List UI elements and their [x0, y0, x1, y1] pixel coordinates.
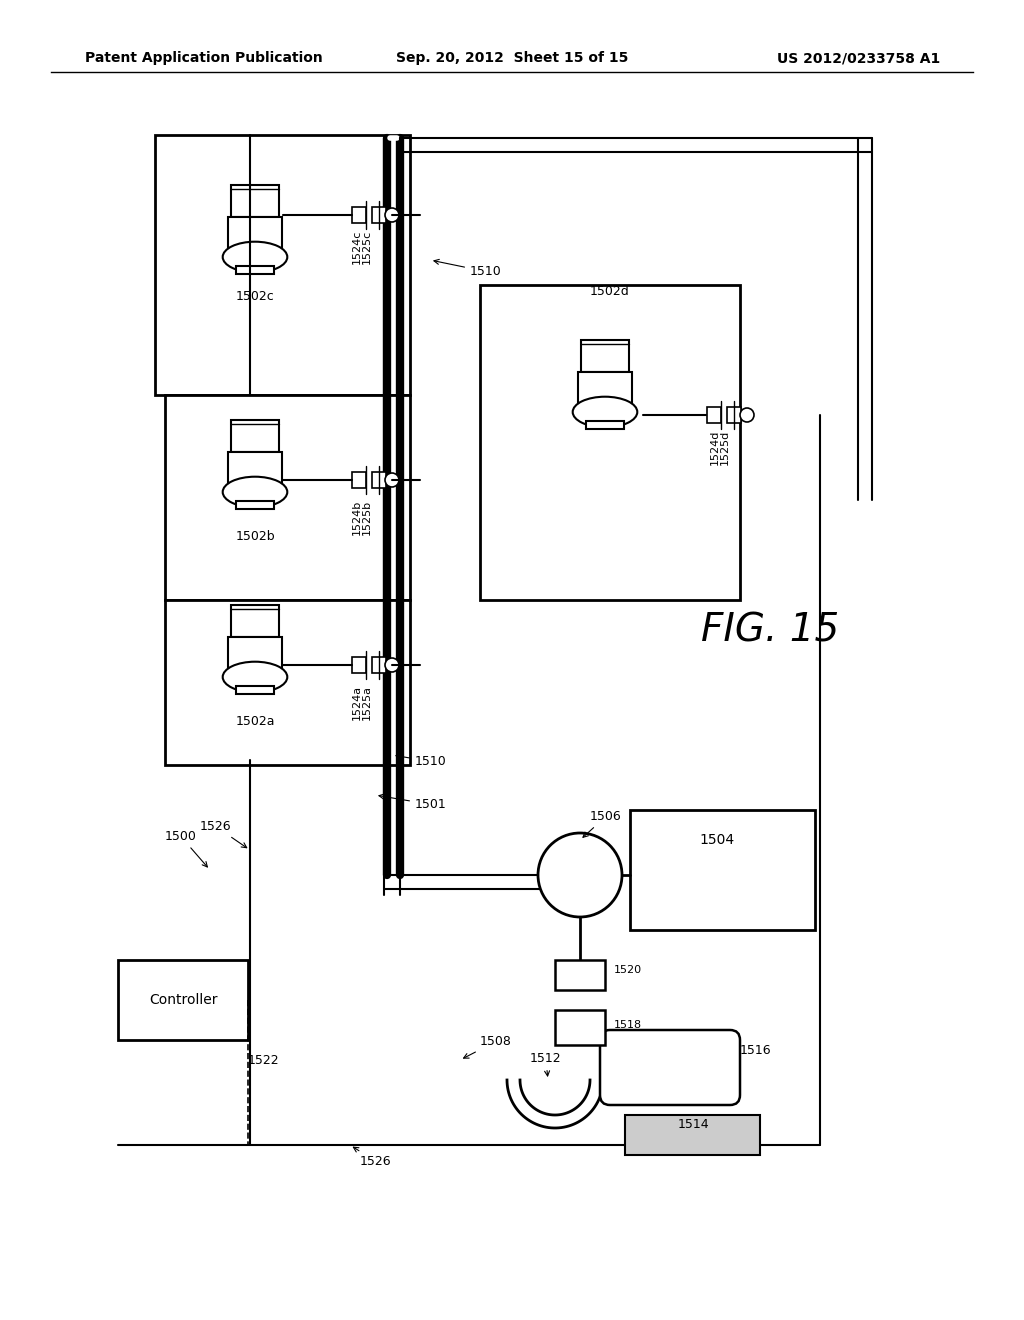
- Text: US 2012/0233758 A1: US 2012/0233758 A1: [777, 51, 940, 65]
- Text: 1501: 1501: [379, 795, 446, 810]
- Bar: [155, 135, 410, 395]
- Text: 1512: 1512: [530, 1052, 561, 1076]
- Text: 1508: 1508: [464, 1035, 512, 1059]
- Text: 1524b: 1524b: [352, 500, 362, 535]
- Ellipse shape: [572, 397, 637, 428]
- Bar: [372, 473, 386, 488]
- Circle shape: [740, 408, 754, 422]
- Bar: [555, 1010, 605, 1045]
- Text: FIG. 15: FIG. 15: [700, 611, 839, 649]
- Ellipse shape: [222, 477, 288, 507]
- Bar: [587, 421, 624, 429]
- Bar: [352, 657, 366, 673]
- Text: 1500: 1500: [165, 830, 208, 867]
- Circle shape: [538, 833, 622, 917]
- Text: 1502a: 1502a: [236, 715, 274, 729]
- Text: Controller: Controller: [148, 993, 217, 1007]
- Bar: [227, 451, 283, 486]
- Bar: [227, 216, 283, 251]
- Text: 1502d: 1502d: [590, 285, 630, 298]
- Bar: [372, 657, 386, 673]
- Bar: [165, 395, 410, 601]
- Text: 1524c: 1524c: [352, 230, 362, 264]
- Text: 1514: 1514: [677, 1118, 709, 1131]
- Text: 1504: 1504: [699, 833, 734, 847]
- Text: 1502b: 1502b: [236, 531, 274, 543]
- Bar: [237, 265, 273, 275]
- FancyBboxPatch shape: [600, 1030, 740, 1105]
- Bar: [582, 339, 629, 372]
- Text: 1525a: 1525a: [362, 685, 372, 719]
- Bar: [578, 372, 632, 407]
- Text: 1510: 1510: [396, 754, 446, 768]
- Ellipse shape: [222, 242, 288, 272]
- Bar: [118, 960, 248, 1040]
- Text: Sep. 20, 2012  Sheet 15 of 15: Sep. 20, 2012 Sheet 15 of 15: [396, 51, 628, 65]
- Text: 1518: 1518: [614, 1020, 642, 1030]
- Ellipse shape: [222, 661, 288, 692]
- Text: 1525d: 1525d: [720, 430, 730, 465]
- Bar: [227, 638, 283, 671]
- Bar: [231, 420, 279, 451]
- Bar: [237, 685, 273, 694]
- Text: 1506: 1506: [583, 810, 622, 837]
- Text: 1525c: 1525c: [362, 230, 372, 264]
- Text: 1524a: 1524a: [352, 685, 362, 721]
- Text: 1526: 1526: [353, 1147, 391, 1168]
- Circle shape: [385, 657, 399, 672]
- Text: 1524d: 1524d: [710, 430, 720, 466]
- Bar: [555, 960, 605, 990]
- Text: 1526: 1526: [200, 820, 247, 847]
- Bar: [231, 605, 279, 638]
- Bar: [480, 285, 740, 601]
- Bar: [237, 500, 273, 510]
- Text: 1502c: 1502c: [236, 290, 274, 304]
- Text: 1522: 1522: [248, 1053, 280, 1067]
- Bar: [372, 207, 386, 223]
- Bar: [630, 810, 815, 931]
- Bar: [352, 473, 366, 488]
- Bar: [707, 407, 721, 422]
- Bar: [231, 185, 279, 216]
- Text: Patent Application Publication: Patent Application Publication: [85, 51, 323, 65]
- Text: 1510: 1510: [434, 259, 502, 279]
- Bar: [625, 1115, 760, 1155]
- Circle shape: [385, 209, 399, 222]
- Bar: [727, 407, 741, 422]
- Bar: [352, 207, 366, 223]
- Bar: [165, 601, 410, 766]
- Text: 1516: 1516: [739, 1044, 771, 1056]
- Text: 1520: 1520: [614, 965, 642, 975]
- Circle shape: [385, 473, 399, 487]
- Text: 1525b: 1525b: [362, 500, 372, 535]
